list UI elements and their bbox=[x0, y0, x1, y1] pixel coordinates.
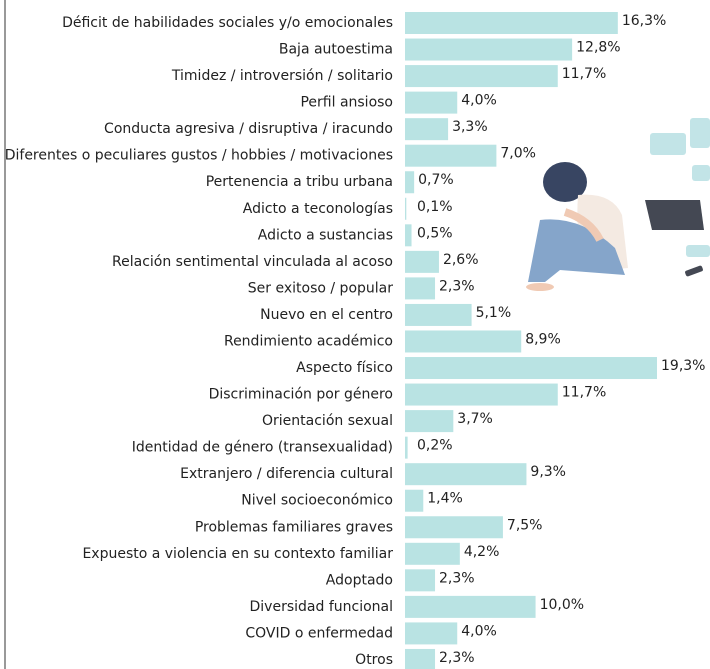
category-label: Orientación sexual bbox=[262, 413, 393, 429]
bar bbox=[405, 569, 435, 591]
value-label: 11,7% bbox=[562, 385, 606, 401]
category-label: Conducta agresiva / disruptiva / iracund… bbox=[104, 121, 393, 137]
category-label: Nuevo en el centro bbox=[260, 307, 393, 323]
bar bbox=[405, 92, 457, 114]
value-label: 7,0% bbox=[500, 146, 536, 162]
bar bbox=[405, 649, 435, 669]
value-label: 10,0% bbox=[540, 597, 584, 613]
value-label: 2,3% bbox=[439, 278, 475, 294]
value-label: 4,2% bbox=[464, 544, 500, 560]
bar bbox=[405, 516, 503, 538]
chart: Déficit de habilidades sociales y/o emoc… bbox=[0, 0, 710, 669]
value-label: 16,3% bbox=[622, 13, 666, 29]
value-label: 0,7% bbox=[418, 172, 454, 188]
bar bbox=[405, 543, 460, 565]
value-label: 5,1% bbox=[476, 305, 512, 321]
bar bbox=[405, 12, 618, 34]
bar bbox=[405, 224, 412, 246]
bar bbox=[405, 118, 448, 140]
category-label: Adoptado bbox=[326, 572, 393, 588]
bar bbox=[405, 198, 406, 220]
category-label: Expuesto a violencia en su contexto fami… bbox=[82, 546, 393, 562]
illustration bbox=[526, 118, 710, 291]
bar bbox=[405, 330, 521, 352]
category-label: Rendimiento académico bbox=[224, 333, 393, 349]
category-label: Problemas familiares graves bbox=[195, 519, 393, 535]
value-label: 3,7% bbox=[457, 411, 493, 427]
bar bbox=[405, 384, 558, 406]
bar bbox=[405, 304, 472, 326]
value-label: 2,3% bbox=[439, 570, 475, 586]
bar bbox=[405, 622, 457, 644]
value-label: 7,5% bbox=[507, 517, 543, 533]
category-label: Relación sentimental vinculada al acoso bbox=[112, 254, 393, 270]
value-label: 0,1% bbox=[417, 199, 453, 215]
category-label: Aspecto físico bbox=[296, 360, 393, 376]
category-label: Pertenencia a tribu urbana bbox=[206, 174, 393, 190]
bar bbox=[405, 145, 496, 167]
bar bbox=[405, 357, 657, 379]
value-label: 9,3% bbox=[530, 464, 566, 480]
category-label: Timidez / introversión / solitario bbox=[171, 68, 393, 84]
category-label: Déficit de habilidades sociales y/o emoc… bbox=[62, 15, 393, 31]
category-label: Baja autoestima bbox=[279, 42, 393, 58]
category-label: Diferentes o peculiares gustos / hobbies… bbox=[5, 148, 393, 164]
category-label: COVID o enfermedad bbox=[245, 625, 393, 641]
value-label: 19,3% bbox=[661, 358, 705, 374]
value-label: 2,3% bbox=[439, 650, 475, 666]
bar bbox=[405, 490, 423, 512]
bar bbox=[405, 39, 572, 61]
category-label: Diversidad funcional bbox=[250, 599, 393, 615]
bar bbox=[405, 463, 526, 485]
bar bbox=[405, 410, 453, 432]
value-label: 0,5% bbox=[417, 225, 453, 241]
bar bbox=[405, 65, 558, 87]
bar bbox=[405, 596, 536, 618]
value-label: 1,4% bbox=[427, 491, 463, 507]
category-label: Identidad de género (transexualidad) bbox=[132, 440, 393, 456]
category-label: Adicto a teconologías bbox=[243, 201, 393, 217]
category-label: Adicto a sustancias bbox=[258, 227, 393, 243]
category-label: Perfil ansioso bbox=[300, 95, 393, 111]
bar bbox=[405, 437, 408, 459]
value-label: 12,8% bbox=[576, 40, 620, 56]
value-label: 0,2% bbox=[417, 438, 453, 454]
value-label: 3,3% bbox=[452, 119, 488, 135]
value-label: 4,0% bbox=[461, 93, 497, 109]
category-label: Discriminación por género bbox=[209, 387, 393, 403]
category-label: Ser exitoso / popular bbox=[248, 280, 393, 296]
value-label: 11,7% bbox=[562, 66, 606, 82]
bar bbox=[405, 171, 414, 193]
bar bbox=[405, 251, 439, 273]
bar bbox=[405, 277, 435, 299]
category-label: Otros bbox=[355, 652, 393, 668]
category-label: Extranjero / diferencia cultural bbox=[180, 466, 393, 482]
value-label: 2,6% bbox=[443, 252, 479, 268]
value-label: 8,9% bbox=[525, 331, 561, 347]
category-label: Nivel socioeconómico bbox=[241, 493, 393, 509]
value-label: 4,0% bbox=[461, 623, 497, 639]
